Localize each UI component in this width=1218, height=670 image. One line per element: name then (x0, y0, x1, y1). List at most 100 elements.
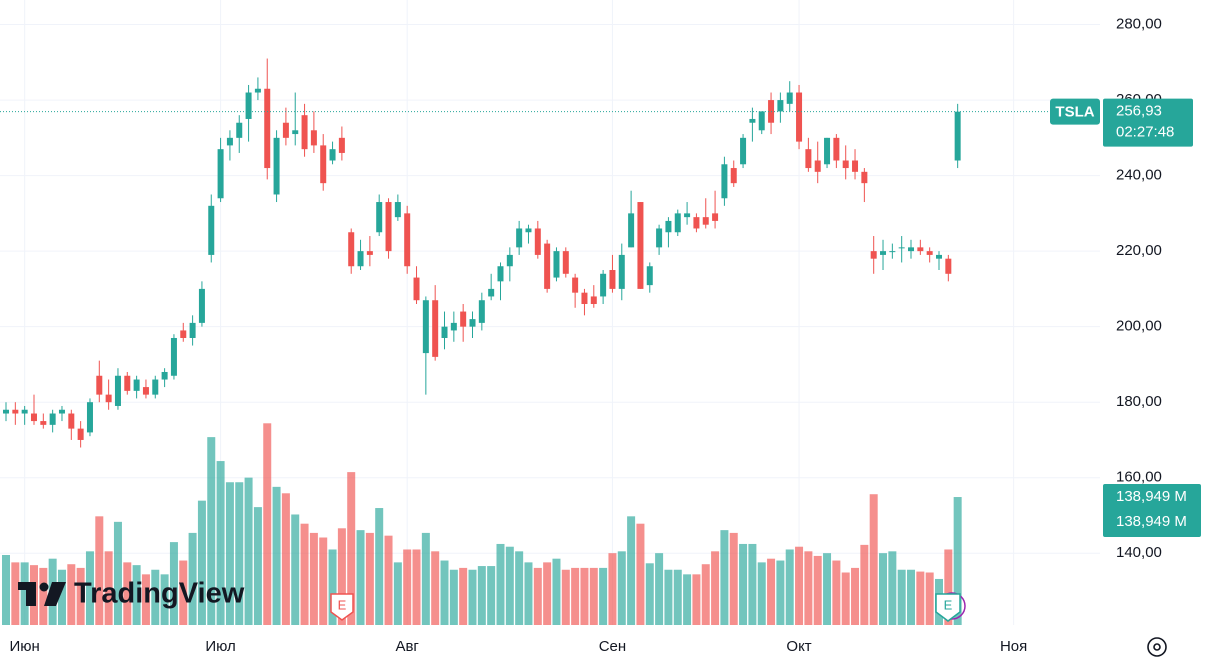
volume-bar (449, 569, 458, 625)
candle-body (544, 243, 551, 289)
volume-bar (356, 530, 365, 625)
logo-text: TradingView (74, 578, 245, 610)
candle-body (824, 137, 831, 165)
candle-body (124, 375, 131, 391)
candle-body (348, 232, 355, 267)
volume-bar (944, 549, 953, 625)
volume-bar (384, 535, 393, 625)
candle-body (572, 277, 579, 293)
candle-body (310, 130, 317, 146)
settings-button[interactable] (1147, 637, 1167, 657)
candle-body (142, 387, 149, 395)
candle-body (180, 330, 187, 338)
candle-body (170, 337, 177, 376)
x-tick-label: Окт (786, 638, 811, 655)
y-tick-label: 160,00 (1116, 469, 1162, 486)
volume-bar (393, 562, 402, 625)
candle-body (432, 300, 439, 357)
candle-body (49, 413, 56, 425)
candle-body (805, 149, 812, 169)
volume-bar (57, 569, 66, 625)
candle-body (329, 149, 336, 161)
volume-bar (916, 571, 925, 625)
volume-bar (757, 562, 766, 625)
candle-body (376, 202, 383, 233)
volume-bar (496, 543, 505, 625)
volume-bar (823, 553, 832, 625)
candle-body (833, 137, 840, 161)
candle-body (245, 92, 252, 119)
volume-bar (879, 553, 888, 625)
volume-bar (328, 549, 337, 625)
candle-body (954, 111, 961, 161)
candle-body (422, 300, 429, 354)
earnings-shape[interactable] (330, 593, 354, 621)
candle-body (917, 247, 924, 252)
volume-bar (487, 566, 496, 625)
earnings-label[interactable]: E (944, 597, 953, 612)
candle-body (581, 292, 588, 305)
candle-body (441, 326, 448, 338)
earnings-marker[interactable]: E (935, 592, 966, 622)
candle-body (40, 421, 47, 425)
volume-bar (785, 549, 794, 625)
candle-body (628, 213, 635, 248)
candle-body (562, 251, 569, 274)
candle-body (254, 88, 261, 93)
volume-bar (655, 553, 664, 625)
candle-body (786, 92, 793, 104)
last-price-label: 256,93 (1116, 103, 1162, 120)
volume-bar (291, 514, 300, 625)
volume-bar (235, 482, 244, 625)
candle-body (656, 228, 663, 248)
candle-body (665, 220, 672, 233)
candle-layer (3, 58, 961, 448)
candle-body (637, 202, 644, 289)
volume-bar (477, 566, 486, 625)
earnings-marker[interactable]: E (330, 593, 354, 621)
overlay: 140,00160,00180,00200,00220,00240,00260,… (0, 16, 1201, 655)
candle-body (12, 409, 19, 414)
volume-bar (225, 482, 234, 625)
volume-bar (76, 567, 85, 625)
volume-bar (347, 472, 356, 625)
x-tick-label: Ноя (1000, 638, 1027, 655)
volume-bar (888, 551, 897, 625)
volume-bar (132, 565, 141, 625)
volume-bar (160, 574, 169, 625)
candle-body (217, 149, 224, 199)
settings-icon[interactable] (1147, 637, 1167, 657)
settings-icon[interactable] (1153, 643, 1161, 651)
volume-bar (272, 486, 281, 625)
candle-body (777, 100, 784, 112)
candle-body (898, 247, 905, 249)
volume-bar (85, 551, 94, 625)
volume-bar (300, 523, 309, 625)
candle-body (469, 319, 476, 327)
candle-body (77, 428, 84, 440)
volume-bar (711, 551, 720, 625)
earnings-shape[interactable] (935, 593, 961, 622)
volume-bar (795, 546, 804, 625)
candle-body (842, 160, 849, 169)
volume-bar (151, 569, 160, 625)
volume-bar (123, 562, 132, 625)
price-badge (1103, 98, 1193, 147)
candle-body (609, 270, 616, 289)
volume-bar (11, 562, 20, 625)
volume-bar (207, 437, 216, 625)
candle-body (758, 111, 765, 131)
earnings-label[interactable]: E (338, 597, 347, 612)
candle-body (889, 251, 896, 253)
volume-bar (533, 567, 542, 625)
volume-bar (925, 572, 934, 625)
candle-body (152, 379, 159, 395)
candle-body (338, 137, 345, 153)
y-tick-label: 220,00 (1116, 242, 1162, 259)
volume-bar (281, 493, 290, 625)
volume-bar (589, 567, 598, 625)
candle-body (264, 88, 271, 169)
candle-body (553, 251, 560, 278)
volume-badge (1103, 484, 1201, 538)
x-tick-label: Авг (395, 638, 419, 655)
